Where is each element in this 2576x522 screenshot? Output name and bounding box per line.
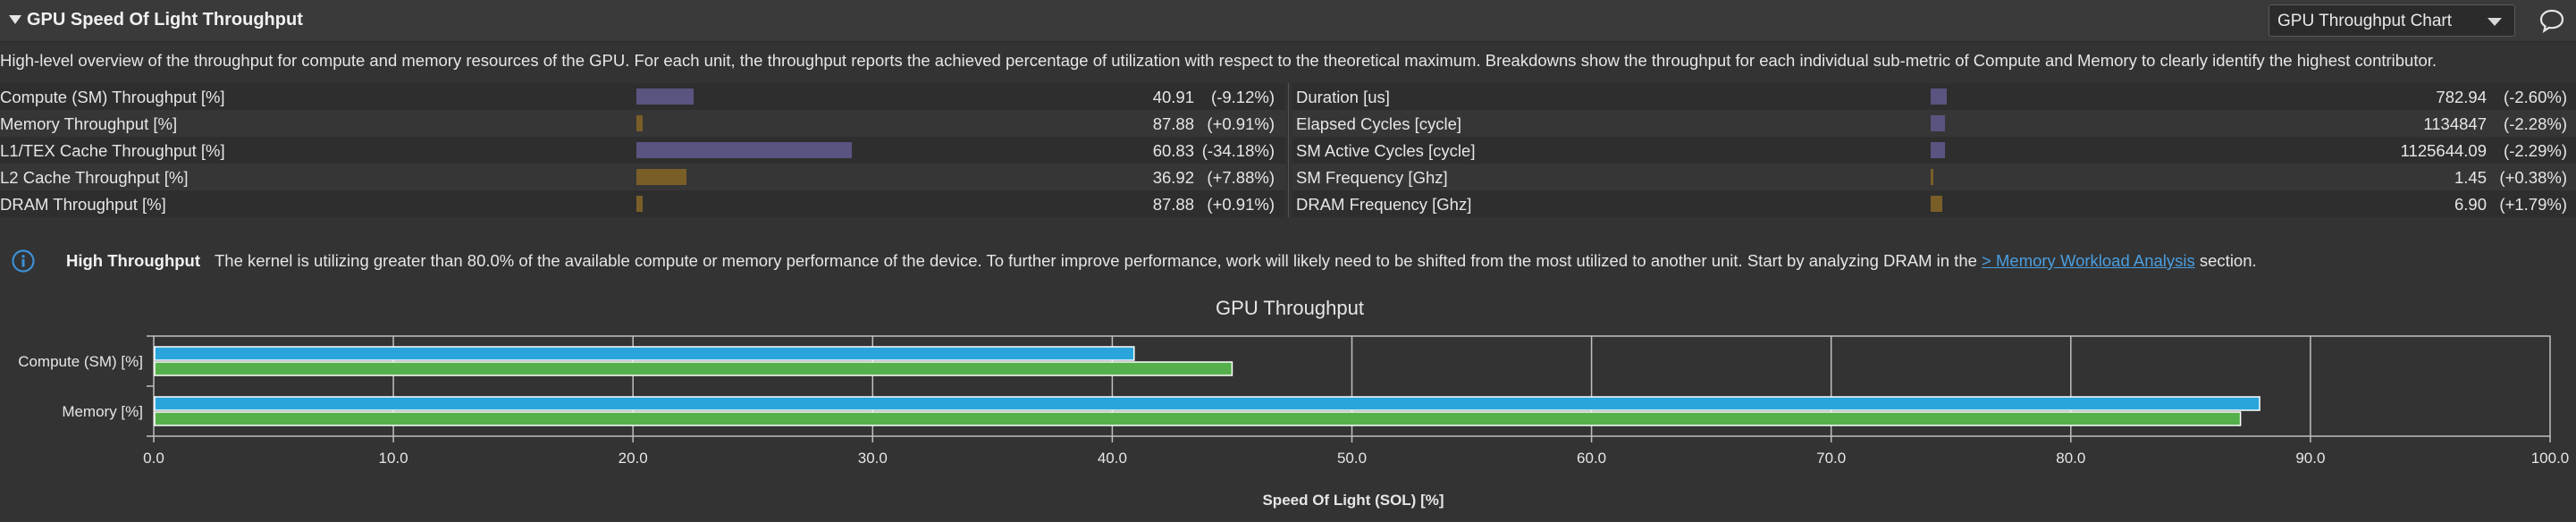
- metric-delta-bar: [636, 115, 643, 131]
- memory-workload-analysis-link[interactable]: > Memory Workload Analysis: [1982, 251, 2195, 270]
- metric-row[interactable]: Compute (SM) Throughput [%] 40.91 (-9.12%): [0, 83, 1285, 110]
- y-category-label: Compute (SM) [%]: [18, 353, 143, 370]
- x-tick-label: 80.0: [2056, 450, 2085, 467]
- metric-label: L1/TEX Cache Throughput [%]: [0, 141, 225, 160]
- column-divider: [1288, 83, 1289, 217]
- bar-series-1: [154, 411, 2242, 426]
- info-text-after: section.: [2194, 251, 2257, 270]
- metric-delta: (+0.38%): [2499, 168, 2567, 187]
- section-header[interactable]: GPU Speed Of Light Throughput GPU Throug…: [0, 0, 2576, 42]
- section-title: GPU Speed Of Light Throughput: [27, 10, 303, 29]
- metric-value: 87.88: [1152, 195, 1194, 214]
- metric-value: 40.91: [1152, 88, 1194, 106]
- y-category-label: Memory [%]: [62, 403, 143, 420]
- x-tick-label: 0.0: [143, 450, 164, 467]
- bar-series-1: [154, 361, 1233, 376]
- x-tick-label: 60.0: [1577, 450, 1606, 467]
- x-tick-label: 40.0: [1098, 450, 1127, 467]
- metric-row[interactable]: Memory Throughput [%] 87.88 (+0.91%): [0, 110, 1285, 137]
- metric-label: Duration [us]: [1296, 88, 1390, 106]
- info-title: High Throughput: [66, 251, 201, 270]
- x-tick-label: 70.0: [1816, 450, 1846, 467]
- chart-title: GPU Throughput: [1216, 297, 1364, 319]
- metric-label: SM Frequency [Ghz]: [1296, 168, 1448, 187]
- metric-delta-bar: [636, 169, 686, 185]
- x-tick-label: 30.0: [858, 450, 888, 467]
- metric-delta: (-2.60%): [2504, 88, 2567, 106]
- metric-value: 60.83: [1152, 141, 1194, 160]
- metric-delta: (-34.18%): [1201, 141, 1275, 160]
- metric-row[interactable]: L1/TEX Cache Throughput [%] 60.83 (-34.18%…: [0, 137, 1285, 164]
- section-description: High-level overview of the throughput fo…: [0, 51, 2437, 70]
- bar-series-0: [154, 396, 2260, 411]
- metric-delta: (-9.12%): [1211, 88, 1275, 106]
- metric-delta-bar: [1931, 88, 1947, 105]
- x-tick-label: 20.0: [619, 450, 648, 467]
- metric-delta: (+0.91%): [1207, 114, 1275, 133]
- metric-row[interactable]: SM Active Cycles [cycle] 1125644.09 (-2.29…: [1292, 137, 2576, 164]
- metric-label: DRAM Throughput [%]: [0, 195, 166, 214]
- metric-delta-bar: [636, 142, 852, 158]
- bar-series-0: [154, 346, 1135, 361]
- metric-label: L2 Cache Throughput [%]: [0, 168, 189, 187]
- chart-type-selected: GPU Throughput Chart: [2277, 12, 2453, 30]
- metric-delta-bar: [1931, 115, 1945, 131]
- metric-row[interactable]: DRAM Throughput [%] 87.88 (+0.91%): [0, 190, 1285, 217]
- chevron-down-icon: [2488, 18, 2502, 26]
- metric-value: 1.45: [2454, 168, 2487, 187]
- collapse-triangle-icon[interactable]: [9, 15, 21, 24]
- x-tick-label: 10.0: [379, 450, 408, 467]
- metric-value: 36.92: [1152, 168, 1194, 187]
- metric-delta-bar: [1931, 142, 1945, 158]
- x-tick-label: 50.0: [1337, 450, 1367, 467]
- metric-delta: (-2.28%): [2504, 114, 2567, 133]
- info-banner: High Throughput The kernel is utilizing …: [0, 238, 2576, 284]
- metric-value: 1134847: [2423, 114, 2487, 133]
- metric-delta-bar: [1931, 169, 1933, 185]
- gpu-throughput-chart: 0.0 10.0 20.0 30.0 40.0 50.0 60.0 70.0 80.0 90.0 1…: [18, 297, 2570, 509]
- metric-label: Elapsed Cycles [cycle]: [1296, 114, 1462, 133]
- metric-label: DRAM Frequency [Ghz]: [1296, 195, 1472, 214]
- metric-row[interactable]: Duration [us] 782.94 (-2.60%): [1292, 83, 2576, 110]
- x-tick-label: 100.0: [2531, 450, 2570, 467]
- metric-delta: (+0.91%): [1207, 195, 1275, 214]
- info-text-before: The kernel is utilizing greater than 80.…: [215, 251, 1983, 270]
- metric-row[interactable]: L2 Cache Throughput [%] 36.92 (+7.88%): [0, 164, 1285, 190]
- metric-value: 1125644.09: [2400, 141, 2487, 160]
- metric-label: Compute (SM) Throughput [%]: [0, 88, 225, 106]
- metric-delta: (+7.88%): [1207, 168, 1275, 187]
- info-icon: [12, 249, 35, 273]
- comment-icon[interactable]: [2538, 7, 2565, 34]
- metric-value: 87.88: [1152, 114, 1194, 133]
- metric-row[interactable]: Elapsed Cycles [cycle] 1134847 (-2.28%): [1292, 110, 2576, 137]
- metric-row[interactable]: SM Frequency [Ghz] 1.45 (+0.38%): [1292, 164, 2576, 190]
- metric-value: 6.90: [2454, 195, 2487, 214]
- metric-delta-bar: [636, 88, 694, 105]
- metric-delta-bar: [1931, 196, 1942, 212]
- metric-value: 782.94: [2436, 88, 2487, 106]
- metrics-table-left: Compute (SM) Throughput [%] 40.91 (-9.12%)…: [0, 83, 1285, 217]
- metric-delta-bar: [636, 196, 643, 212]
- metrics-table-right: Duration [us] 782.94 (-2.60%) Elapsed Cycle…: [1292, 83, 2576, 217]
- metric-label: SM Active Cycles [cycle]: [1296, 141, 1476, 160]
- metric-label: Memory Throughput [%]: [0, 114, 178, 133]
- info-text: The kernel is utilizing greater than 80.…: [215, 251, 2257, 271]
- x-axis-label: Speed Of Light (SOL) [%]: [1262, 492, 1444, 509]
- x-tick-label: 90.0: [2295, 450, 2325, 467]
- metric-delta: (-2.29%): [2504, 141, 2567, 160]
- metric-row[interactable]: DRAM Frequency [Ghz] 6.90 (+1.79%): [1292, 190, 2576, 217]
- chart-type-dropdown[interactable]: GPU Throughput Chart: [2269, 4, 2515, 37]
- metric-delta: (+1.79%): [2499, 195, 2567, 214]
